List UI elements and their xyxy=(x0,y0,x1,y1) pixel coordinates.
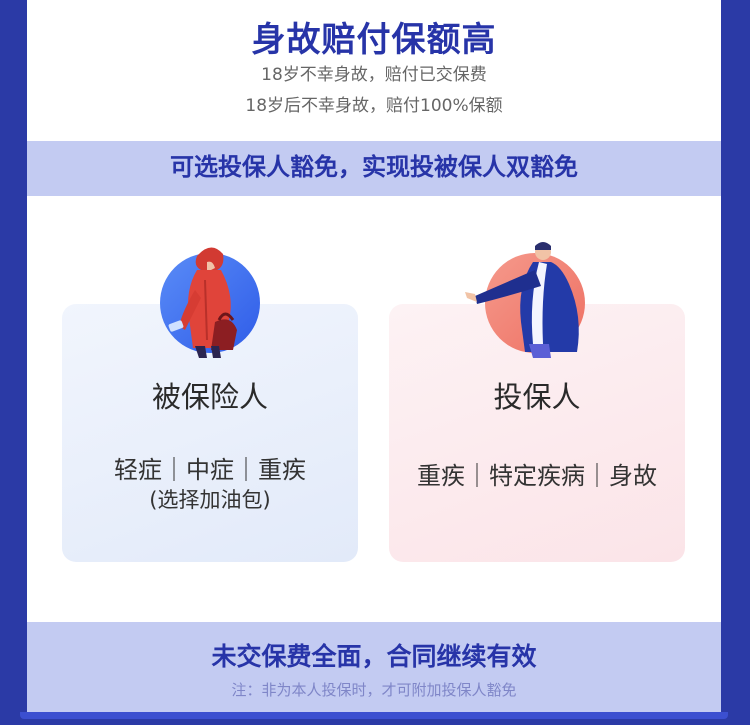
woman-with-bag-icon xyxy=(160,247,260,358)
policyholder-coverage: 重疾｜特定疾病｜身故 xyxy=(417,462,657,490)
footer-title: 未交保费全面，合同继续有效 xyxy=(211,642,537,671)
subtitle-line-1: 18岁不幸身故，赔付已交保费 xyxy=(261,65,487,85)
footer-note: 注：非为本人投保时，才可附加投保人豁免 xyxy=(231,681,517,699)
insured-card-title: 被保险人 xyxy=(151,380,268,414)
policyholder-card-title: 投保人 xyxy=(493,380,581,414)
insured-coverage: 轻症｜中症｜重疾 xyxy=(114,456,306,484)
content-panel: 身故赔付保额高 18岁不幸身故，赔付已交保费 18岁后不幸身故，赔付100%保额… xyxy=(27,0,721,712)
exemption-banner: 可选投保人豁免，实现投被保人双豁免 xyxy=(27,141,721,196)
footer-banner: 未交保费全面，合同继续有效 注：非为本人投保时，才可附加投保人豁免 xyxy=(27,622,721,712)
man-in-blue-coat-icon xyxy=(465,242,585,358)
subtitle-line-2: 18岁后不幸身故，赔付100%保额 xyxy=(245,96,503,116)
page-title: 身故赔付保额高 xyxy=(251,20,497,60)
insured-addon-note: (选择加油包) xyxy=(149,488,271,512)
frame-bottom-edge xyxy=(20,712,728,719)
